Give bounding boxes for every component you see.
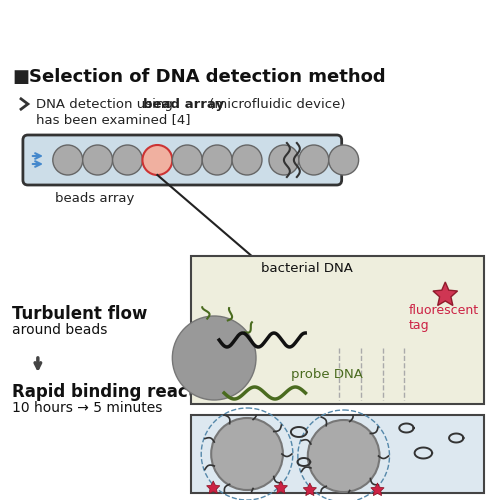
FancyBboxPatch shape [191, 256, 484, 404]
Circle shape [172, 316, 256, 400]
Text: Turbulent flow: Turbulent flow [12, 305, 147, 323]
Circle shape [211, 418, 283, 490]
Polygon shape [303, 483, 317, 496]
Circle shape [299, 145, 329, 175]
Circle shape [83, 145, 113, 175]
Circle shape [53, 145, 83, 175]
Text: bead array: bead array [143, 98, 225, 111]
Circle shape [202, 145, 232, 175]
Text: bacterial DNA: bacterial DNA [261, 262, 353, 275]
Text: tag: tag [408, 319, 429, 332]
Polygon shape [274, 481, 287, 494]
Circle shape [329, 145, 359, 175]
Text: ■: ■ [12, 68, 29, 86]
Circle shape [172, 145, 202, 175]
Polygon shape [207, 481, 220, 494]
Circle shape [269, 145, 299, 175]
Text: Rapid binding reaction: Rapid binding reaction [12, 383, 225, 401]
Text: Selection of DNA detection method: Selection of DNA detection method [29, 68, 385, 86]
Text: around beads: around beads [12, 323, 108, 337]
Text: fluorescent: fluorescent [408, 304, 479, 317]
Text: beads array: beads array [55, 192, 134, 205]
Text: has been examined [4]: has been examined [4] [36, 113, 190, 126]
Text: probe DNA: probe DNA [291, 368, 363, 381]
Circle shape [308, 420, 379, 492]
Text: 10 hours → 5 minutes: 10 hours → 5 minutes [12, 401, 162, 415]
Polygon shape [371, 483, 384, 496]
Text: (microfluidic device): (microfluidic device) [205, 98, 346, 111]
Text: DNA detection using: DNA detection using [36, 98, 177, 111]
Circle shape [113, 145, 142, 175]
Polygon shape [433, 282, 458, 306]
Circle shape [232, 145, 262, 175]
FancyBboxPatch shape [23, 135, 342, 185]
Circle shape [142, 145, 172, 175]
FancyBboxPatch shape [191, 415, 484, 493]
